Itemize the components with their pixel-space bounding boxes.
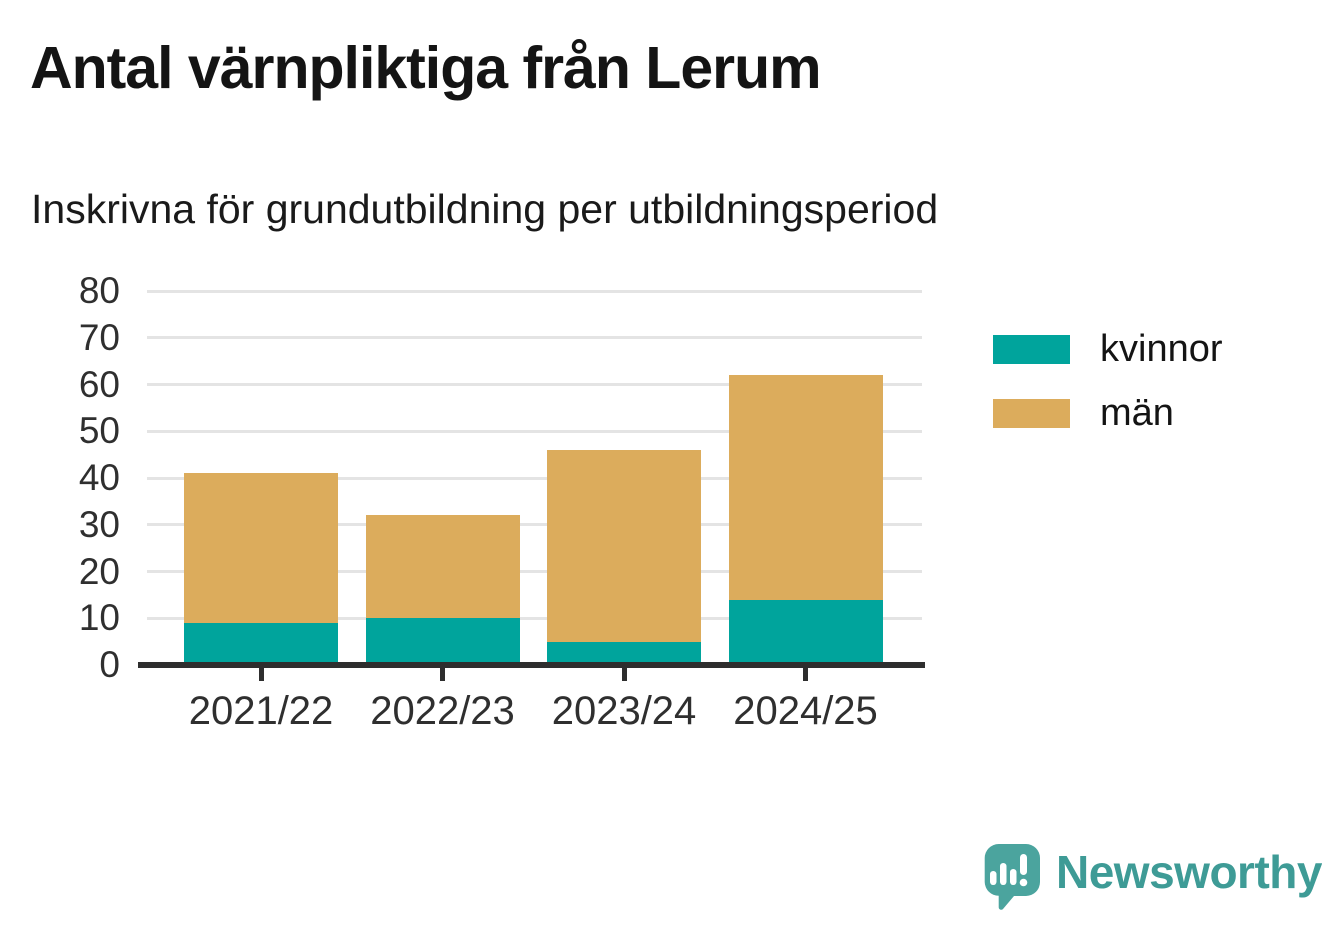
gridline-y-70 [147,336,922,340]
gridline-y-10 [147,616,922,620]
bar-2024/25 [728,291,883,665]
y-tick-label-0: 0 [99,644,120,685]
y-tick-label-30: 30 [78,503,120,545]
x-tick-2021/22 [258,668,264,681]
bar-segment-kvinnor-2021/22 [184,622,338,665]
bar-2023/24 [547,291,701,665]
x-tick-2023/24 [621,668,627,681]
plot-area [147,289,922,665]
y-tick-label-70: 70 [78,316,120,358]
gridline-y-30 [147,523,922,527]
legend-label-kvinnor: kvinnor [1100,328,1223,370]
chart-title: Antal värnpliktiga från Lerum [30,35,822,101]
gridline-y-50 [147,429,922,433]
legend-item-man: män [993,394,1223,432]
legend-item-kvinnor: kvinnor [993,330,1223,368]
bar-segment-kvinnor-2022/23 [365,618,520,665]
gridline-y-80 [147,289,922,293]
x-tick-2022/23 [440,668,445,681]
y-tick-label-40: 40 [78,457,120,498]
bar-segment-män-2023/24 [547,449,701,642]
bar-segment-män-2024/25 [728,375,883,600]
y-tick-label-80: 80 [78,270,120,311]
gridline-y-60 [147,383,922,386]
bar-segment-män-2022/23 [365,515,520,619]
x-tick-label-2021/22: 2021/22 [188,689,334,733]
legend: kvinnor män [993,330,1223,458]
bar-segment-kvinnor-2024/25 [728,599,883,665]
newsworthy-speech-bubble-chart-icon [984,844,1040,910]
x-tick-label-2024/25: 2024/25 [733,689,878,733]
brand-name: Newsworthy [1056,846,1322,898]
x-tick-label-2022/23: 2022/23 [370,689,515,733]
bar-2022/23 [365,291,520,665]
gridline-y-20 [147,570,922,573]
bar-2021/22 [184,291,338,665]
legend-label-man: män [1100,392,1174,434]
newsworthy-brand: Newsworthy [978,843,1322,911]
bar-segment-män-2021/22 [184,473,338,623]
bar-segment-kvinnor-2023/24 [547,641,701,665]
gridline-y-40 [147,476,922,480]
y-tick-label-10: 10 [78,597,120,639]
legend-swatch-man [993,398,1070,428]
y-tick-label-20: 20 [78,550,120,592]
y-tick-label-50: 50 [78,410,120,452]
y-tick-label-60: 60 [78,363,120,405]
x-axis-line [138,662,925,668]
legend-swatch-kvinnor [993,334,1070,364]
x-tick-label-2023/24: 2023/24 [551,689,697,733]
x-tick-2024/25 [803,668,808,681]
chart-subtitle: Inskrivna för grundutbildning per utbild… [31,186,939,232]
